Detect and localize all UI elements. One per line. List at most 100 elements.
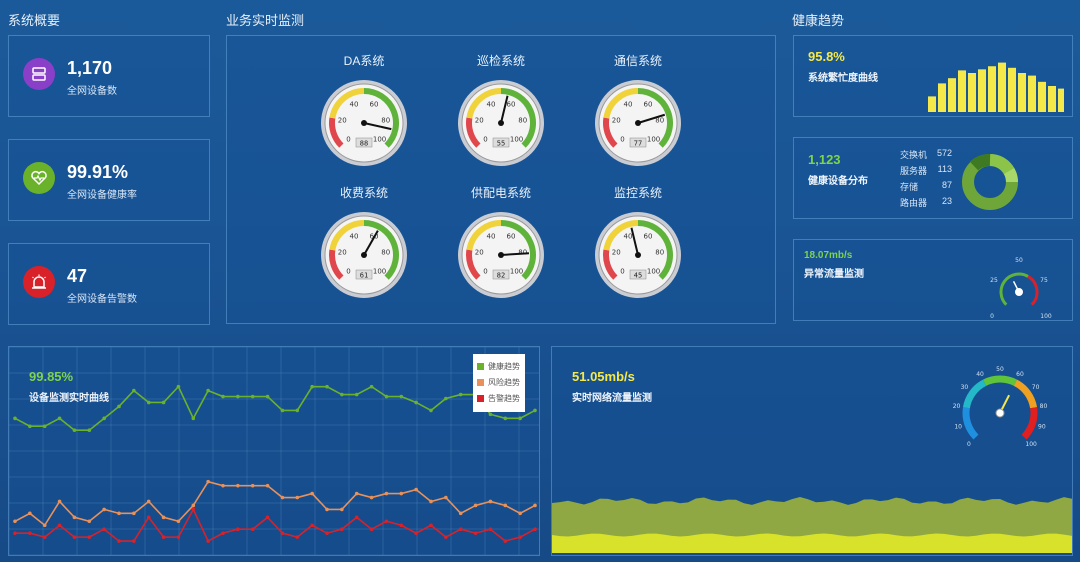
svg-text:70: 70 — [1032, 384, 1040, 391]
busy-bar — [998, 62, 1006, 112]
trend-value: 99.85% — [29, 369, 74, 384]
busy-bar — [1018, 73, 1026, 112]
svg-text:45: 45 — [634, 272, 642, 280]
series-point — [265, 394, 270, 399]
svg-text:0: 0 — [620, 136, 624, 144]
busy-bar — [968, 73, 976, 112]
series-point — [429, 499, 433, 504]
series-point — [57, 523, 62, 528]
series-point — [72, 428, 77, 432]
gauge-title: 巡检系统 — [476, 54, 525, 68]
series-point — [340, 507, 344, 512]
legend-item[interactable]: 告警趋势 — [477, 390, 521, 406]
legend-item[interactable]: 风险趋势 — [477, 374, 521, 390]
busy-bar — [928, 96, 936, 112]
series-point — [132, 388, 136, 393]
busy-curve-panel[interactable]: 95.8% 系统繁忙度曲线 — [793, 35, 1073, 117]
svg-text:100: 100 — [510, 136, 523, 144]
busy-bar — [1058, 88, 1064, 112]
series-point — [161, 535, 166, 539]
stat-value: 47 — [67, 266, 88, 286]
series-point — [236, 527, 240, 531]
traffic-value: 18.07mb/s — [804, 250, 853, 261]
series-point — [87, 519, 92, 524]
svg-text:60: 60 — [507, 100, 516, 108]
series-point — [72, 515, 77, 520]
dial-gauge: 0 20 40 60 80 100 88 — [321, 80, 407, 166]
series-point — [503, 503, 508, 508]
series-point — [488, 412, 493, 417]
busy-bar — [978, 69, 986, 112]
svg-text:40: 40 — [487, 232, 496, 240]
series-point — [399, 491, 404, 496]
svg-text:30: 30 — [961, 384, 969, 391]
series-point — [399, 394, 404, 399]
series-point — [369, 495, 374, 500]
series-point — [221, 483, 225, 488]
svg-text:0: 0 — [483, 136, 487, 144]
svg-text:0: 0 — [967, 441, 971, 448]
busy-bar — [1048, 86, 1056, 112]
svg-text:60: 60 — [644, 232, 653, 240]
series-point — [310, 384, 314, 389]
series-point — [176, 519, 181, 524]
stat-card-health-rate[interactable]: 99.91% 全网设备健康率 — [8, 139, 210, 221]
svg-text:0: 0 — [346, 136, 350, 144]
series-point — [399, 523, 404, 528]
svg-text:40: 40 — [350, 100, 359, 108]
svg-text:100: 100 — [510, 268, 523, 276]
series-point — [146, 400, 151, 405]
gauge-title: 收费系统 — [339, 186, 388, 200]
series-point — [72, 535, 77, 539]
series-point — [354, 515, 359, 520]
stat-card-devices[interactable]: 1,170 全网设备数 — [8, 35, 210, 117]
svg-text:60: 60 — [644, 100, 653, 108]
legend-item[interactable]: 健康趋势 — [477, 358, 521, 374]
series-point — [533, 503, 537, 508]
svg-text:10: 10 — [954, 424, 962, 431]
svg-text:50: 50 — [996, 366, 1004, 373]
series-point — [28, 511, 32, 516]
series-point — [42, 535, 47, 539]
series-point — [206, 388, 210, 393]
series-point — [444, 495, 448, 500]
series-point — [42, 424, 47, 429]
series-point — [503, 539, 508, 543]
svg-text:60: 60 — [370, 100, 379, 108]
svg-text:20: 20 — [338, 117, 347, 125]
svg-text:77: 77 — [634, 140, 642, 148]
gauge-title: DA系统 — [343, 54, 385, 68]
series-point — [161, 515, 166, 520]
dist-value: 1,123 — [808, 152, 841, 167]
svg-text:40: 40 — [976, 371, 984, 378]
network-label: 实时网络流量监测 — [572, 393, 652, 404]
dist-item: 存储 87 — [900, 180, 952, 192]
series-point — [369, 384, 374, 389]
svg-text:88: 88 — [360, 140, 368, 148]
svg-text:20: 20 — [953, 403, 961, 410]
series-point — [325, 507, 329, 512]
series-point — [280, 495, 285, 500]
health-distribution-panel[interactable]: 1,123 健康设备分布 — [793, 137, 1073, 219]
series-point — [265, 515, 270, 520]
series-point — [429, 523, 433, 528]
series-point — [458, 527, 463, 531]
svg-text:40: 40 — [487, 100, 496, 108]
svg-text:20: 20 — [338, 249, 347, 257]
series-point — [102, 527, 106, 531]
busy-bar — [988, 66, 996, 112]
abnormal-traffic-panel[interactable]: 18.07mb/s 异常流量监测 0 25 50 75 100 — [793, 239, 1073, 321]
network-gauge: 0 10 20 30 40 50 60 70 80 90 100 — [953, 366, 1048, 448]
svg-text:0: 0 — [990, 313, 994, 320]
series-point — [325, 531, 329, 535]
dial-gauge: 0 20 40 60 80 100 82 — [458, 212, 544, 298]
series-point — [250, 527, 255, 531]
series-point — [340, 392, 344, 397]
series-line — [14, 385, 536, 431]
series-point — [236, 394, 240, 399]
stat-card-alarms[interactable]: 47 全网设备告警数 — [8, 243, 210, 325]
series-point — [28, 424, 32, 429]
busy-bar-chart — [928, 62, 1064, 112]
series-point — [191, 507, 196, 512]
network-area-chart — [552, 497, 1072, 553]
